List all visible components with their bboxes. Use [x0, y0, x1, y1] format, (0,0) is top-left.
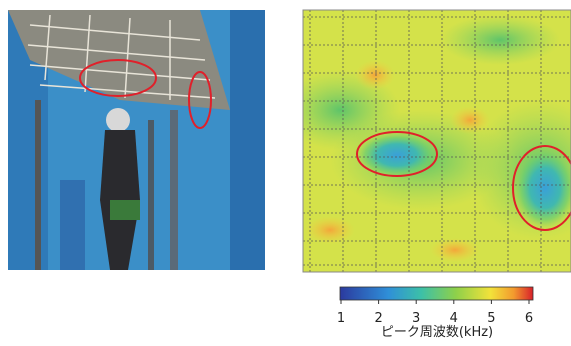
colorbar-tick-label: 2 [374, 311, 382, 326]
colorbar-label: ピーク周波数(kHz) [381, 325, 493, 340]
colorbar-tick-label: 3 [412, 311, 420, 326]
heatmap [280, 10, 571, 272]
colorbar [340, 287, 533, 300]
page: ピーク周波数(kHz) 123456 (() => { const data =… [0, 0, 571, 342]
colorbar-tick-label: 4 [450, 311, 458, 326]
colorbar-tick-label: 1 [337, 311, 345, 326]
figure: ピーク周波数(kHz) 1 2 3 4 5 6 [0, 0, 571, 342]
colorbar-tick-label: 5 [487, 311, 495, 326]
colorbar-tick-label: 6 [525, 311, 533, 326]
photo [8, 10, 265, 270]
